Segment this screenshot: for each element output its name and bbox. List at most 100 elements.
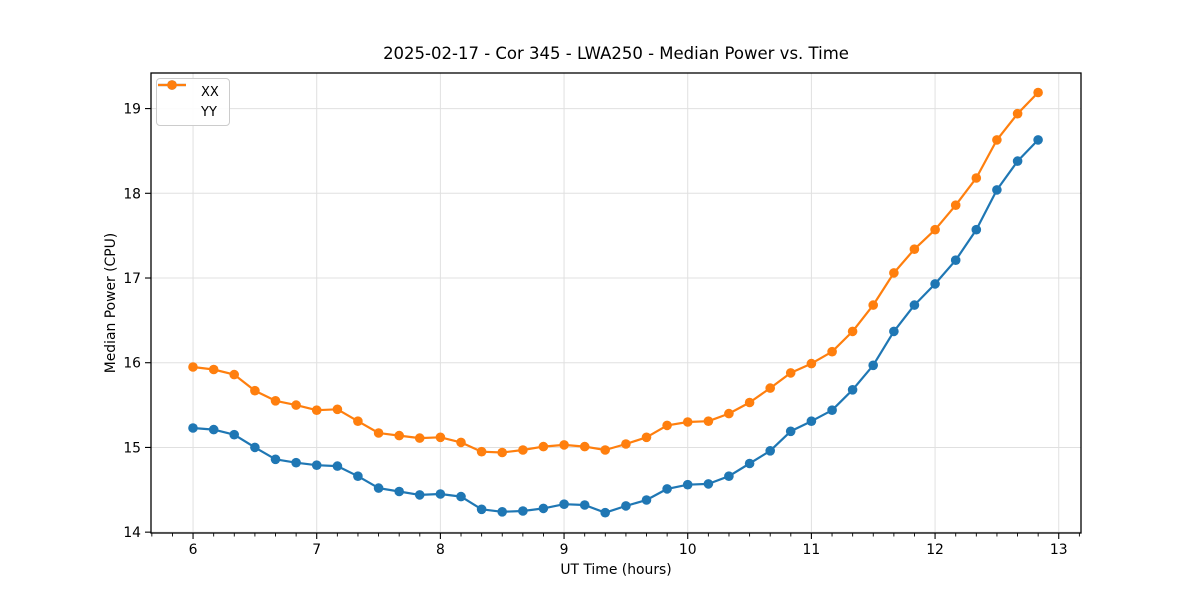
data-point-xx [435, 489, 446, 499]
data-point-yy [1033, 87, 1043, 98]
data-point-yy [208, 364, 219, 375]
data-point-xx [579, 500, 590, 510]
x-tick-label: 10 [679, 542, 697, 558]
data-point-xx [291, 457, 301, 468]
data-point-yy [847, 326, 858, 337]
data-point-xx [559, 499, 569, 510]
data-point-xx [188, 423, 198, 433]
x-tick-label: 12 [926, 542, 944, 558]
data-point-xx [847, 385, 858, 395]
legend-item-yy: YY [158, 80, 219, 121]
y-tick-label: 17 [123, 271, 141, 287]
data-point-xx [971, 224, 982, 235]
data-point-yy [435, 432, 446, 443]
data-point-xx [765, 446, 775, 456]
data-point-yy [353, 416, 363, 427]
data-point-xx [703, 479, 714, 489]
chart-title: 2025-02-17 - Cor 345 - LWA250 - Median P… [383, 44, 849, 63]
data-point-yy [889, 268, 899, 278]
data-point-yy [992, 135, 1002, 145]
data-point-xx [250, 442, 260, 453]
data-point-yy [950, 200, 961, 210]
y-tick-label: 18 [123, 186, 141, 202]
data-point-yy [785, 368, 796, 378]
data-point-xx [950, 255, 961, 265]
y-axis-label: Median Power (CPU) [103, 232, 119, 374]
legend-label-xx: XX [201, 84, 219, 100]
data-point-xx [332, 461, 343, 471]
data-point-yy [414, 433, 425, 443]
data-point-yy [682, 417, 693, 427]
x-tick-label: 8 [436, 542, 445, 558]
data-point-yy [559, 440, 569, 450]
data-point-xx [641, 495, 652, 505]
data-point-xx [889, 326, 899, 337]
data-point-yy [250, 385, 260, 396]
data-point-yy [538, 441, 549, 452]
data-point-yy [229, 369, 239, 380]
data-point-xx [827, 405, 837, 416]
series-line-yy [192, 91, 1039, 454]
data-point-yy [311, 405, 322, 416]
data-point-xx [538, 503, 549, 514]
data-point-xx [518, 506, 528, 516]
data-point-yy [1012, 108, 1023, 119]
data-point-xx [600, 507, 610, 518]
data-point-xx [744, 458, 755, 469]
data-point-yy [724, 408, 734, 419]
data-point-yy [476, 446, 487, 457]
data-point-yy [291, 400, 301, 410]
data-point-yy [765, 383, 775, 393]
series-markers-yy [188, 87, 1043, 458]
x-tick-label: 11 [803, 542, 821, 558]
x-axis-label: UT Time (hours) [560, 562, 672, 578]
data-point-yy [394, 430, 405, 441]
data-point-yy [744, 397, 755, 408]
data-point-yy [188, 362, 198, 372]
data-point-xx [662, 484, 672, 494]
y-tick-label: 15 [123, 440, 141, 456]
data-point-xx [373, 483, 384, 493]
data-point-yy [868, 300, 878, 310]
data-point-yy [662, 420, 672, 431]
data-point-xx [353, 471, 363, 482]
data-point-xx [806, 416, 817, 427]
data-point-xx [497, 507, 508, 517]
data-point-yy [600, 445, 610, 455]
data-point-xx [394, 486, 405, 497]
data-point-xx [785, 426, 796, 437]
data-point-xx [476, 504, 487, 515]
legend: XX YY [156, 78, 230, 126]
data-point-yy [641, 432, 652, 443]
data-point-yy [270, 396, 281, 406]
x-tick-label: 7 [312, 542, 321, 558]
x-tick-label: 6 [189, 542, 198, 558]
data-point-yy [579, 441, 590, 452]
data-point-xx [992, 185, 1002, 195]
y-tick-label: 16 [123, 356, 141, 372]
y-tick-label: 19 [123, 102, 141, 118]
data-point-yy [930, 224, 940, 235]
data-point-xx [456, 491, 466, 502]
data-point-xx [868, 360, 878, 371]
plot-border [150, 72, 1082, 534]
data-point-yy [373, 428, 384, 438]
data-point-xx [621, 501, 631, 511]
data-point-xx [208, 424, 219, 435]
data-point-yy [497, 447, 508, 458]
data-point-xx [414, 490, 425, 500]
data-point-xx [682, 479, 693, 490]
data-point-xx [270, 454, 281, 465]
data-point-yy [703, 416, 714, 427]
x-tick-label: 13 [1050, 542, 1068, 558]
data-point-yy [456, 437, 466, 448]
legend-label-yy: YY [201, 104, 217, 120]
series-markers-xx [188, 135, 1043, 518]
data-point-xx [930, 279, 940, 289]
data-point-xx [1033, 135, 1043, 145]
data-point-yy [806, 358, 817, 369]
x-tick-label: 9 [560, 542, 569, 558]
data-point-yy [827, 346, 837, 357]
